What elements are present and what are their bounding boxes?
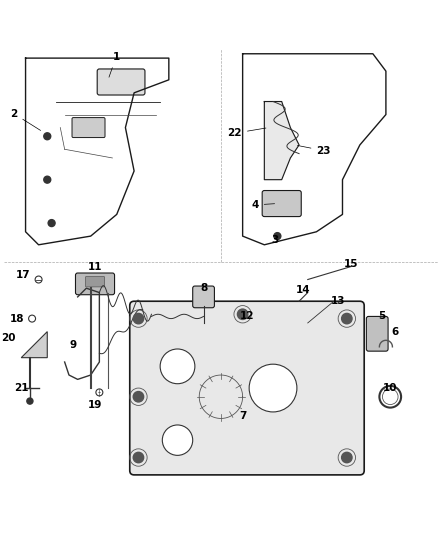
Text: 7: 7	[239, 411, 246, 421]
Text: 12: 12	[240, 311, 254, 321]
Text: 2: 2	[11, 109, 41, 131]
Text: 21: 21	[14, 383, 28, 393]
FancyBboxPatch shape	[75, 273, 115, 295]
FancyBboxPatch shape	[85, 277, 105, 287]
Text: 23: 23	[297, 146, 331, 156]
Text: 15: 15	[344, 260, 358, 269]
Circle shape	[48, 220, 55, 227]
Circle shape	[44, 133, 51, 140]
Text: 5: 5	[378, 311, 385, 321]
FancyBboxPatch shape	[130, 301, 364, 475]
Text: 1: 1	[109, 52, 120, 77]
Polygon shape	[265, 101, 299, 180]
FancyBboxPatch shape	[366, 317, 388, 351]
Circle shape	[160, 349, 195, 384]
Circle shape	[162, 425, 193, 455]
Text: 6: 6	[391, 327, 398, 337]
Circle shape	[44, 176, 51, 183]
Text: 14: 14	[296, 285, 311, 295]
Text: 13: 13	[331, 296, 346, 306]
Text: 4: 4	[251, 200, 275, 210]
FancyBboxPatch shape	[72, 118, 105, 138]
Text: 17: 17	[16, 270, 31, 280]
Circle shape	[133, 313, 144, 324]
Circle shape	[249, 364, 297, 412]
Text: 22: 22	[227, 128, 266, 138]
Circle shape	[237, 309, 248, 319]
FancyBboxPatch shape	[97, 69, 145, 95]
FancyBboxPatch shape	[193, 286, 215, 308]
Text: 9: 9	[70, 340, 77, 350]
Text: 10: 10	[383, 383, 398, 393]
FancyBboxPatch shape	[262, 190, 301, 216]
Text: 11: 11	[88, 262, 102, 271]
Circle shape	[342, 453, 352, 463]
Text: 19: 19	[88, 400, 102, 410]
Circle shape	[27, 398, 33, 404]
Polygon shape	[21, 332, 47, 358]
Text: 3: 3	[271, 235, 278, 245]
Text: 20: 20	[1, 333, 15, 343]
Circle shape	[133, 453, 144, 463]
Circle shape	[133, 392, 144, 402]
Text: 8: 8	[200, 283, 207, 293]
Circle shape	[342, 313, 352, 324]
Text: 18: 18	[10, 313, 24, 324]
Circle shape	[274, 232, 281, 239]
